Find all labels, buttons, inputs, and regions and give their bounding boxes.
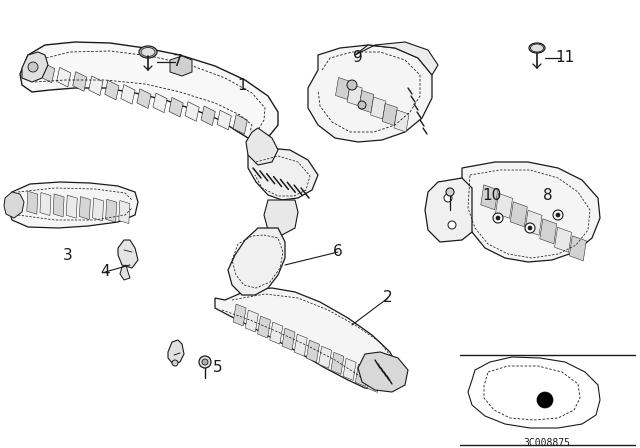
Polygon shape xyxy=(335,78,351,99)
Circle shape xyxy=(528,226,532,230)
Circle shape xyxy=(553,210,563,220)
Polygon shape xyxy=(367,370,381,392)
Polygon shape xyxy=(510,202,527,227)
Circle shape xyxy=(448,221,456,229)
Polygon shape xyxy=(120,265,130,280)
Circle shape xyxy=(537,392,553,408)
Polygon shape xyxy=(201,106,215,125)
Polygon shape xyxy=(264,200,298,235)
Polygon shape xyxy=(394,110,409,132)
Text: 5: 5 xyxy=(213,361,223,375)
Polygon shape xyxy=(217,110,231,130)
Polygon shape xyxy=(371,97,385,119)
Circle shape xyxy=(199,356,211,368)
Text: 6: 6 xyxy=(333,245,343,259)
Polygon shape xyxy=(121,85,135,104)
Polygon shape xyxy=(185,102,199,121)
Polygon shape xyxy=(248,148,318,200)
Polygon shape xyxy=(270,322,283,344)
Polygon shape xyxy=(215,288,398,390)
Polygon shape xyxy=(355,364,369,386)
Polygon shape xyxy=(359,90,374,112)
Polygon shape xyxy=(462,162,600,262)
Polygon shape xyxy=(40,63,55,83)
Polygon shape xyxy=(89,76,103,95)
Polygon shape xyxy=(20,42,278,140)
Ellipse shape xyxy=(139,46,157,58)
Text: 3: 3 xyxy=(63,247,73,263)
Polygon shape xyxy=(4,192,24,218)
Text: 4: 4 xyxy=(100,264,110,280)
Circle shape xyxy=(493,213,503,223)
Polygon shape xyxy=(425,178,472,242)
Circle shape xyxy=(172,360,178,366)
Polygon shape xyxy=(170,56,192,76)
Polygon shape xyxy=(118,240,138,268)
Polygon shape xyxy=(67,195,77,218)
Text: 1: 1 xyxy=(237,78,247,92)
Polygon shape xyxy=(347,84,362,106)
Polygon shape xyxy=(481,185,498,210)
Polygon shape xyxy=(169,97,183,117)
Polygon shape xyxy=(554,227,572,252)
Polygon shape xyxy=(228,228,285,295)
Polygon shape xyxy=(119,201,130,224)
Text: 11: 11 xyxy=(556,51,575,65)
Polygon shape xyxy=(540,219,557,244)
Circle shape xyxy=(202,359,208,365)
Text: 7: 7 xyxy=(173,55,183,69)
Polygon shape xyxy=(73,72,87,91)
Polygon shape xyxy=(79,197,90,220)
Polygon shape xyxy=(319,346,332,368)
Circle shape xyxy=(446,188,454,196)
Polygon shape xyxy=(468,357,600,428)
Polygon shape xyxy=(8,182,138,228)
Text: 3C008875: 3C008875 xyxy=(524,438,570,448)
Polygon shape xyxy=(525,210,542,235)
Polygon shape xyxy=(40,193,51,215)
Polygon shape xyxy=(331,352,344,374)
Polygon shape xyxy=(105,80,119,100)
Polygon shape xyxy=(233,304,246,326)
Polygon shape xyxy=(282,328,295,350)
Polygon shape xyxy=(495,193,513,218)
Polygon shape xyxy=(57,67,71,87)
Polygon shape xyxy=(343,358,356,380)
Ellipse shape xyxy=(529,43,545,53)
Text: 8: 8 xyxy=(543,188,553,202)
Polygon shape xyxy=(27,191,38,214)
Polygon shape xyxy=(355,42,438,75)
Polygon shape xyxy=(153,93,167,113)
Text: 10: 10 xyxy=(483,188,502,202)
Polygon shape xyxy=(570,236,586,261)
Polygon shape xyxy=(106,199,116,222)
Polygon shape xyxy=(53,194,64,217)
Polygon shape xyxy=(308,45,432,142)
Polygon shape xyxy=(233,115,247,134)
Polygon shape xyxy=(257,316,271,338)
Polygon shape xyxy=(246,128,278,165)
Circle shape xyxy=(358,101,366,109)
Circle shape xyxy=(525,223,535,233)
Polygon shape xyxy=(307,340,319,362)
Circle shape xyxy=(556,213,560,217)
Polygon shape xyxy=(382,103,397,125)
Circle shape xyxy=(347,80,357,90)
Circle shape xyxy=(28,62,38,72)
Polygon shape xyxy=(294,334,307,356)
Polygon shape xyxy=(22,52,48,82)
Circle shape xyxy=(496,216,500,220)
Polygon shape xyxy=(137,89,151,108)
Polygon shape xyxy=(358,352,408,392)
Polygon shape xyxy=(93,198,104,221)
Polygon shape xyxy=(168,340,184,364)
Circle shape xyxy=(444,194,452,202)
Polygon shape xyxy=(245,310,259,332)
Text: 9: 9 xyxy=(353,51,363,65)
Text: 2: 2 xyxy=(383,290,393,306)
